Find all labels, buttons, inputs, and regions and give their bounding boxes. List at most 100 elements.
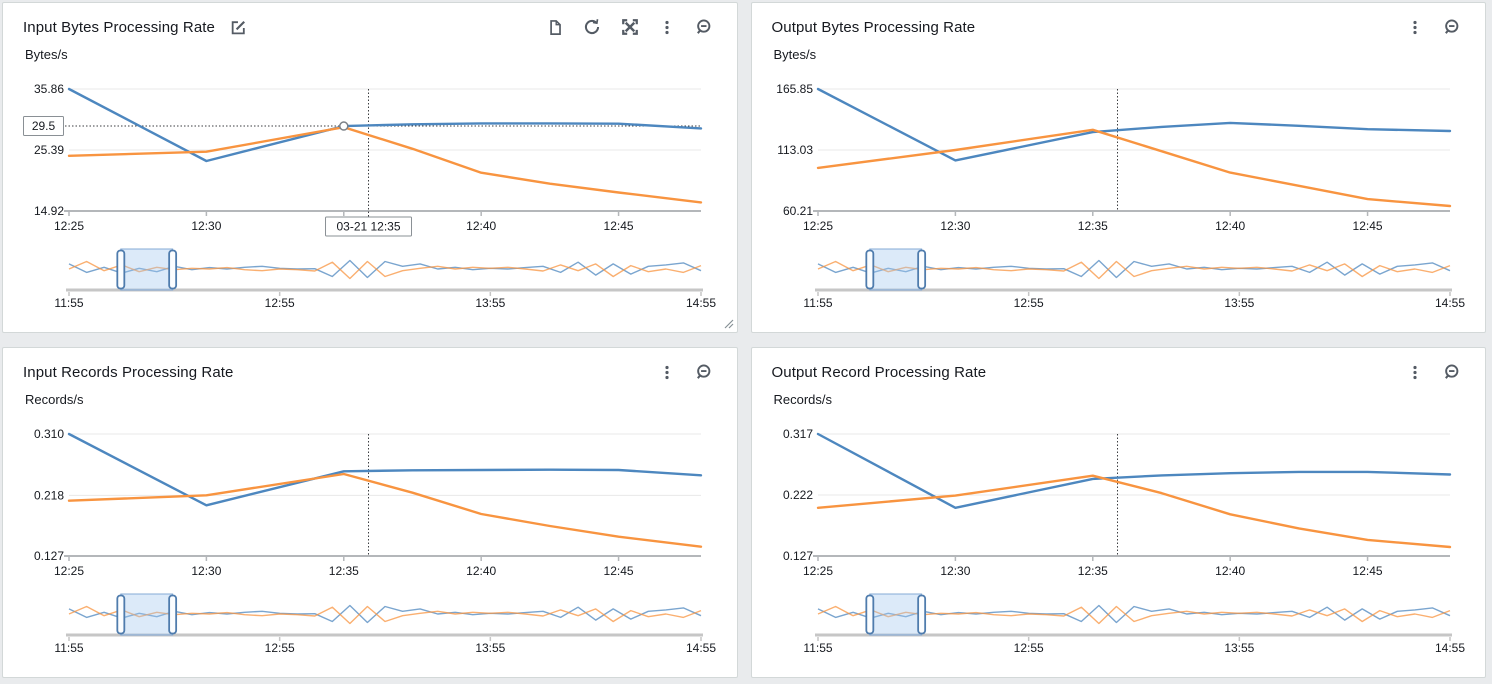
overview-tick-label: 11:55: [54, 296, 83, 310]
brush-handle-left[interactable]: [116, 594, 126, 635]
x-axis-tick-label: 12:30: [940, 564, 970, 578]
x-axis-tick-label: 12:25: [54, 564, 84, 578]
resize-handle[interactable]: [722, 317, 734, 329]
overview-tick-label: 12:55: [1013, 296, 1043, 310]
hover-point-marker: [339, 121, 349, 131]
y-axis-tick-label: 165.85: [776, 82, 813, 96]
series-line-orange: [816, 128, 1451, 208]
overview-tick-label: 13:55: [1224, 296, 1254, 310]
series-line-blue: [67, 432, 703, 507]
overview-tick-label: 14:55: [1434, 296, 1464, 310]
overview-tick-label: 14:55: [1434, 641, 1464, 655]
zoom-out-icon[interactable]: [695, 18, 713, 36]
main-line-chart[interactable]: 12:25 12:30 12:40 12:45 35.86 25.39 14.92 29.5 0…: [23, 71, 721, 243]
hover-y-value-label: 29.5: [32, 119, 56, 133]
panel-title: Input Bytes Processing Rate: [23, 18, 215, 36]
document-icon[interactable]: [546, 19, 563, 36]
panel-header: Input Records Processing Rate: [3, 348, 737, 383]
kebab-menu-icon[interactable]: [659, 19, 675, 36]
x-axis-tick-label: 12:45: [1352, 564, 1382, 578]
x-axis-tick-label: 12:30: [191, 564, 221, 578]
y-axis-tick-label: 35.86: [34, 82, 64, 96]
hover-y-value-box: [23, 116, 64, 137]
brush-selection[interactable]: [120, 248, 174, 291]
kebab-menu-icon[interactable]: [1407, 19, 1423, 36]
x-axis-tick-label: 12:45: [604, 219, 634, 233]
series-line-blue: [67, 87, 703, 163]
x-axis-tick-label: 12:35: [1077, 564, 1107, 578]
zoom-out-icon[interactable]: [1443, 363, 1461, 381]
panel-title: Output Record Processing Rate: [771, 363, 987, 381]
x-axis-tick-label: 12:40: [1215, 564, 1245, 578]
expand-icon[interactable]: [621, 18, 639, 36]
main-line-chart[interactable]: 12:25 12:30 12:35 12:40 12:45 0.310 0.218 0.127: [23, 416, 721, 588]
brush-handle-left[interactable]: [864, 594, 874, 635]
panel-header: Output Bytes Processing Rate: [752, 3, 1486, 38]
x-axis-tick-label: 12:40: [1215, 219, 1245, 233]
y-axis-tick-label: 0.127: [34, 549, 64, 563]
overview-brush-chart[interactable]: 11:55 12:55 13:55 14:55: [772, 247, 1470, 311]
brush-handle-right[interactable]: [916, 594, 926, 635]
y-axis-unit-label: Bytes/s: [773, 47, 817, 62]
series-line-blue: [816, 87, 1451, 162]
panel-toolbar: [1407, 363, 1461, 381]
brush-handle-left[interactable]: [864, 249, 874, 290]
overview-brush-chart[interactable]: 11:55 12:55 13:55 14:55: [23, 592, 721, 656]
brush-selection[interactable]: [120, 593, 174, 636]
y-axis-tick-label: 0.127: [782, 549, 812, 563]
x-axis-tick-label: 12:35: [1077, 219, 1107, 233]
x-axis-tick-label: 12:30: [940, 219, 970, 233]
y-axis-tick-label: 0.218: [34, 488, 64, 502]
brush-handle-left[interactable]: [116, 249, 126, 290]
series-line-orange: [67, 472, 703, 548]
x-axis-tick-label: 12:40: [466, 564, 496, 578]
panel-toolbar: [546, 18, 713, 36]
main-line-chart[interactable]: 12:25 12:30 12:35 12:40 12:45 0.317 0.222 0.127: [772, 416, 1470, 588]
y-axis-tick-label: 0.317: [782, 427, 812, 441]
overview-tick-label: 12:55: [265, 296, 295, 310]
panel-toolbar: [1407, 18, 1461, 36]
x-axis-tick-label: 12:25: [802, 219, 832, 233]
overview-tick-label: 14:55: [686, 641, 716, 655]
brush-handle-right[interactable]: [168, 594, 178, 635]
brush-handle-right[interactable]: [916, 249, 926, 290]
overview-tick-label: 13:55: [1224, 641, 1254, 655]
panel-header: Output Record Processing Rate: [752, 348, 1486, 383]
overview-tick-label: 11:55: [54, 641, 83, 655]
overview-tick-label: 11:55: [803, 641, 832, 655]
refresh-icon[interactable]: [583, 18, 601, 36]
zoom-out-icon[interactable]: [1443, 18, 1461, 36]
kebab-menu-icon[interactable]: [659, 364, 675, 381]
x-axis-tick-label: 12:45: [1352, 219, 1382, 233]
hover-x-value-label: 03-21 12:35: [336, 220, 400, 234]
x-axis-tick-label: 12:45: [604, 564, 634, 578]
brush-selection[interactable]: [868, 248, 922, 291]
hover-x-value-box: [325, 216, 413, 237]
y-axis-tick-label: 25.39: [34, 143, 64, 157]
zoom-out-icon[interactable]: [695, 363, 713, 381]
kebab-menu-icon[interactable]: [1407, 364, 1423, 381]
x-axis-tick-label: 12:35: [329, 564, 359, 578]
x-axis-tick-label: 12:25: [54, 219, 84, 233]
overview-tick-label: 12:55: [1013, 641, 1043, 655]
y-axis-tick-label: 0.222: [782, 488, 812, 502]
brush-selection[interactable]: [868, 593, 922, 636]
y-axis-unit-label: Bytes/s: [25, 47, 68, 62]
series-line-orange: [67, 126, 703, 204]
overview-tick-label: 13:55: [475, 296, 505, 310]
main-line-chart[interactable]: 12:25 12:30 12:35 12:40 12:45 165.85 113.03 60.…: [772, 71, 1470, 243]
overview-brush-chart[interactable]: 11:55 12:55 13:55 14:55: [23, 247, 721, 311]
panel-title: Output Bytes Processing Rate: [771, 18, 976, 36]
edit-icon[interactable]: [230, 19, 247, 36]
series-line-blue: [816, 432, 1451, 510]
overview-tick-label: 13:55: [475, 641, 505, 655]
x-axis-tick-label: 12:25: [802, 564, 832, 578]
y-axis-tick-label: 0.310: [34, 427, 64, 441]
panel-input-records-processing-rate: Input Records Processing Rate Records/s …: [2, 347, 738, 678]
overview-brush-chart[interactable]: 11:55 12:55 13:55 14:55: [772, 592, 1470, 656]
panel-toolbar: [659, 363, 713, 381]
brush-handle-right[interactable]: [168, 249, 178, 290]
y-axis-tick-label: 14.92: [34, 204, 64, 218]
panel-header: Input Bytes Processing Rate: [3, 3, 737, 38]
